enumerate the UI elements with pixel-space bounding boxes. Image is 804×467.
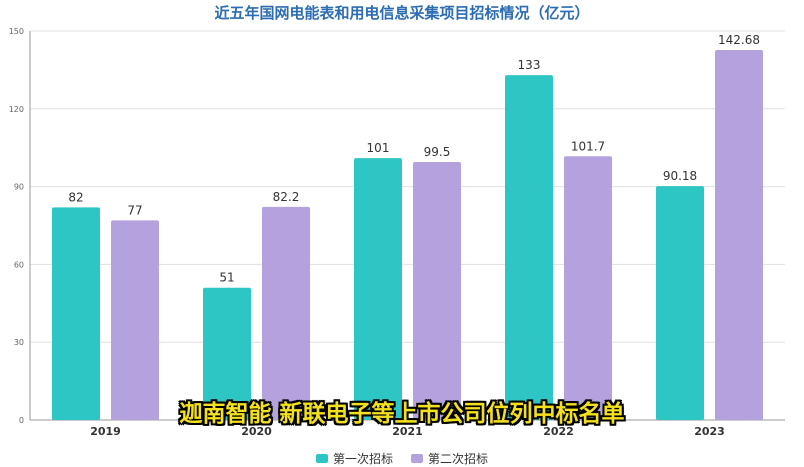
x-tick-label: 2020 (241, 425, 272, 438)
data-label: 99.5 (424, 145, 451, 159)
bar (52, 207, 100, 420)
chart-title: 近五年国网电能表和用电信息采集项目招标情况（亿元） (214, 4, 590, 22)
bar (354, 158, 402, 420)
bar (413, 161, 461, 421)
x-tick-label: 2022 (543, 425, 574, 438)
y-tick-label: 150 (9, 27, 24, 36)
subtitle-caption: 迦南智能 新联电子等上市公司位列中标名单 (179, 401, 625, 427)
chart-legend: 第一次招标 第二次招标 (0, 450, 804, 467)
bar (656, 186, 704, 420)
y-tick-label: 90 (14, 183, 24, 192)
bar (715, 49, 763, 420)
y-tick-label: 120 (9, 105, 24, 114)
data-label: 101 (367, 141, 390, 155)
data-label: 101.7 (571, 139, 605, 153)
x-tick-label: 2019 (90, 425, 121, 438)
data-label: 82 (68, 190, 83, 204)
data-label: 142.68 (718, 33, 760, 47)
legend-swatch (411, 454, 423, 463)
legend-swatch (315, 454, 328, 463)
bar (564, 156, 612, 420)
legend-item-series-1[interactable]: 第一次招标 (315, 450, 393, 467)
legend-item-series-2[interactable]: 第二次招标 (411, 450, 488, 467)
data-label: 82.2 (273, 190, 300, 204)
y-tick-label: 0 (19, 416, 24, 425)
data-label: 133 (518, 58, 541, 72)
bar (505, 75, 553, 420)
data-label: 51 (219, 271, 234, 285)
y-tick-label: 60 (14, 260, 24, 269)
y-tick-label: 30 (14, 338, 24, 347)
bar (262, 206, 310, 420)
bar (203, 287, 251, 420)
data-label: 77 (127, 203, 142, 217)
bar (111, 220, 159, 420)
x-tick-label: 2023 (694, 425, 725, 438)
legend-label: 第一次招标 (332, 452, 393, 466)
legend-label: 第二次招标 (428, 452, 489, 466)
x-tick-label: 2021 (392, 425, 423, 438)
data-label: 90.18 (663, 169, 697, 183)
